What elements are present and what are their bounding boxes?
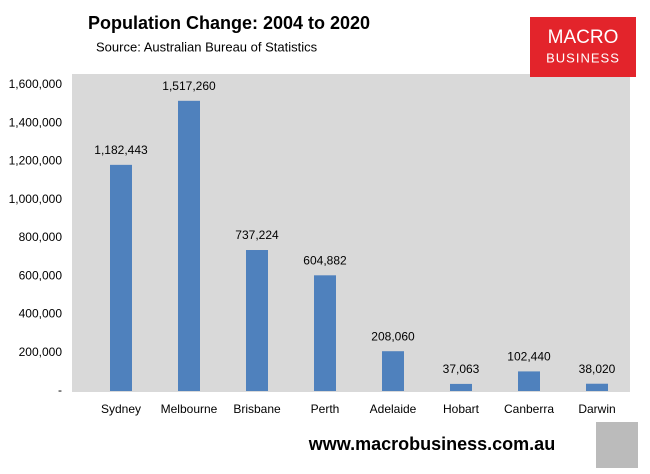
x-tick-label: Canberra bbox=[504, 402, 554, 416]
data-label: 37,063 bbox=[443, 362, 480, 376]
bar bbox=[110, 164, 132, 391]
logo-box bbox=[530, 17, 636, 77]
y-tick-label: 1,000,000 bbox=[9, 192, 63, 206]
y-tick-label: 400,000 bbox=[19, 307, 63, 321]
data-label: 604,882 bbox=[303, 253, 347, 267]
x-tick-label: Sydney bbox=[101, 402, 141, 416]
data-label: 1,182,443 bbox=[94, 143, 148, 157]
bar bbox=[314, 275, 336, 391]
bar bbox=[518, 371, 540, 391]
bar bbox=[382, 351, 404, 391]
chart-title: Population Change: 2004 to 2020 bbox=[88, 13, 370, 33]
logo-image bbox=[596, 422, 638, 468]
x-tick-label: Brisbane bbox=[233, 402, 281, 416]
bar bbox=[246, 250, 268, 391]
bar bbox=[178, 100, 200, 391]
x-tick-label: Perth bbox=[311, 402, 340, 416]
y-tick-label: 600,000 bbox=[19, 268, 63, 282]
y-tick-label: 200,000 bbox=[19, 345, 63, 359]
y-tick-label: 1,400,000 bbox=[9, 115, 63, 129]
data-label: 208,060 bbox=[371, 329, 415, 343]
x-tick-label: Hobart bbox=[443, 402, 480, 416]
chart-subtitle: Source: Australian Bureau of Statistics bbox=[96, 39, 318, 54]
plot-area bbox=[72, 74, 630, 392]
x-tick-label: Adelaide bbox=[370, 402, 417, 416]
data-label: 38,020 bbox=[579, 362, 616, 376]
y-tick-label: 1,600,000 bbox=[9, 77, 63, 91]
logo-text: BUSINESS bbox=[546, 50, 620, 65]
bar bbox=[450, 383, 472, 391]
data-label: 102,440 bbox=[507, 350, 551, 364]
data-label: 1,517,260 bbox=[162, 79, 216, 93]
y-tick-label: 1,200,000 bbox=[9, 154, 63, 168]
logo-text: MACRO bbox=[548, 27, 619, 48]
data-label: 737,224 bbox=[235, 228, 279, 242]
bar bbox=[586, 383, 608, 391]
y-tick-label: 800,000 bbox=[19, 230, 63, 244]
y-tick-label: - bbox=[58, 383, 62, 397]
footer: www.macrobusiness.com.au bbox=[308, 434, 555, 454]
x-tick-label: Melbourne bbox=[161, 402, 218, 416]
x-tick-label: Darwin bbox=[578, 402, 615, 416]
